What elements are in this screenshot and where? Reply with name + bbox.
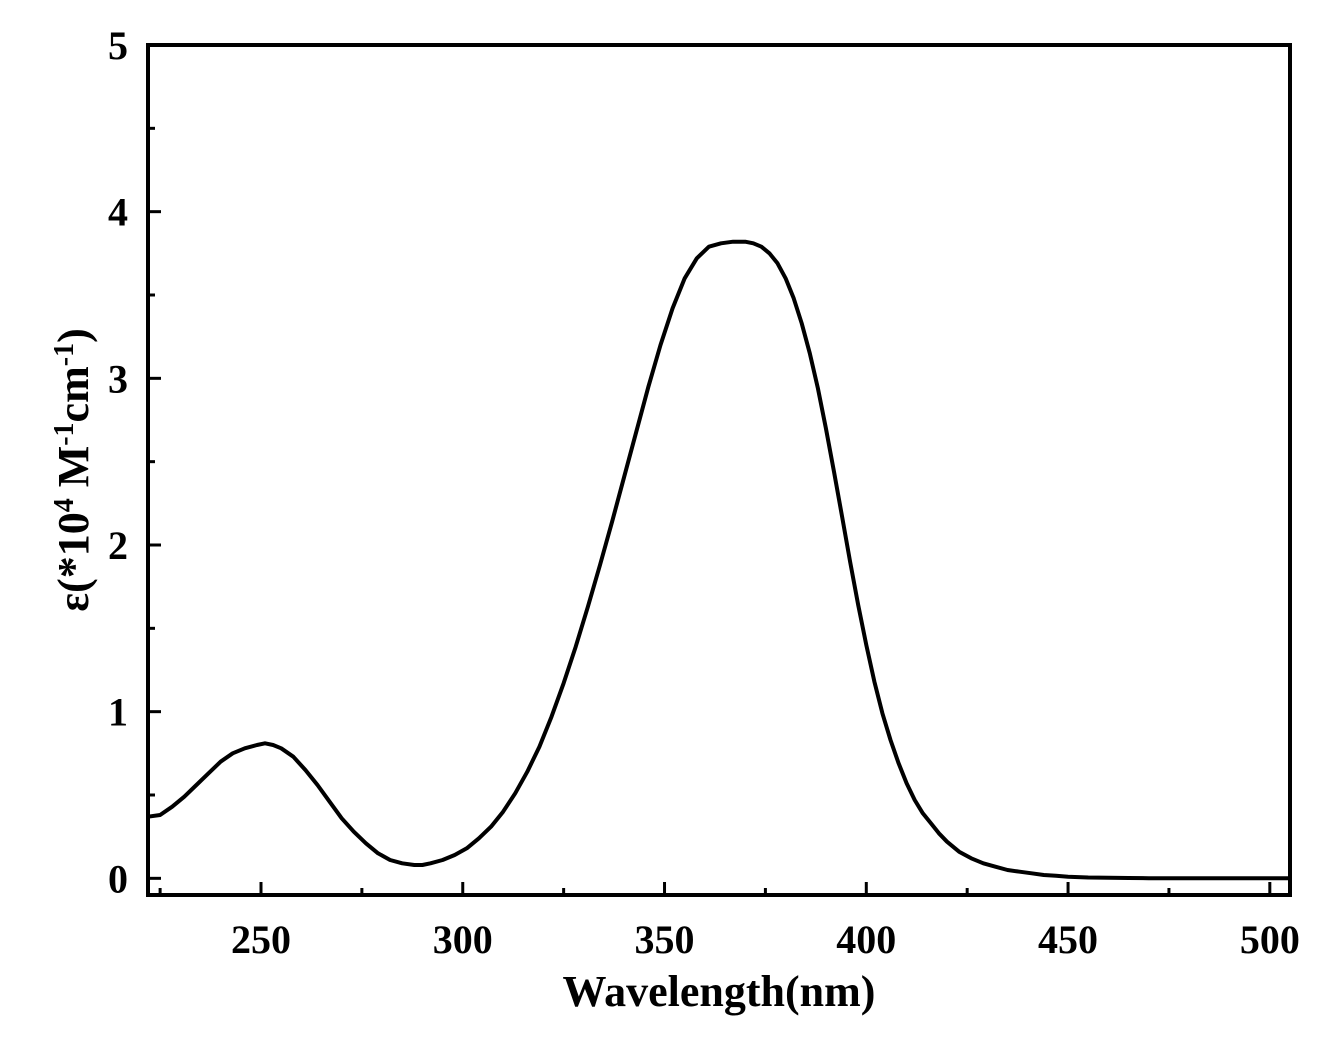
y-tick-label: 2 — [108, 523, 128, 568]
y-tick-label: 0 — [108, 856, 128, 901]
x-tick-label: 300 — [433, 917, 493, 962]
x-tick-label: 500 — [1240, 917, 1300, 962]
y-axis-title-text: cm — [49, 366, 98, 422]
y-axis-ticks: 0 1 2 3 4 5 — [108, 23, 161, 901]
x-tick-label: 350 — [635, 917, 695, 962]
x-axis-title: Wavelength(nm) — [563, 967, 876, 1016]
y-axis-title-text: M — [49, 446, 98, 499]
x-axis-ticks: 250 300 350 400 450 500 — [158, 882, 1300, 962]
y-axis-title-text: ε(*10 — [49, 512, 98, 611]
y-tick-label: 4 — [108, 190, 128, 235]
x-tick-label: 450 — [1038, 917, 1098, 962]
y-axis-title: ε(*104 M-1cm-1) — [49, 328, 99, 611]
series-line — [147, 239, 1290, 881]
y-axis-title-superscript: 4 — [49, 498, 80, 512]
y-tick-label: 3 — [108, 356, 128, 401]
y-tick-label: 1 — [108, 690, 128, 735]
plot-frame — [146, 43, 1292, 897]
y-tick-label: 5 — [108, 23, 128, 68]
x-tick-label: 400 — [836, 917, 896, 962]
y-axis-title-text: ) — [49, 328, 98, 343]
y-axis-title-superscript: -1 — [49, 422, 80, 445]
x-tick-label: 250 — [231, 917, 291, 962]
y-axis-title-superscript: -1 — [49, 343, 80, 366]
